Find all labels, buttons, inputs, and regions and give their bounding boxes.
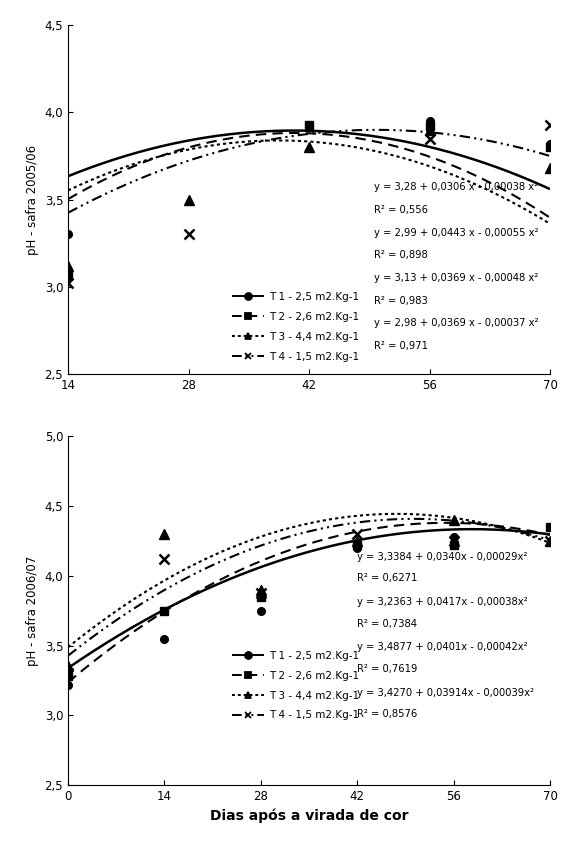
Text: R² = 0,8576: R² = 0,8576 <box>357 709 417 719</box>
Text: y = 3,28 + 0,0306 x - 0,00038 x²: y = 3,28 + 0,0306 x - 0,00038 x² <box>374 182 538 192</box>
Text: y = 3,4877 + 0,0401x - 0,00042x²: y = 3,4877 + 0,0401x - 0,00042x² <box>357 642 528 652</box>
Text: R² = 0,7619: R² = 0,7619 <box>357 664 417 674</box>
Legend: T 1 - 2,5 m2.Kg-1, T 2 - 2,6 m2.Kg-1, T 3 - 4,4 m2.Kg-1, T 4 - 1,5 m2.Kg-1: T 1 - 2,5 m2.Kg-1, T 2 - 2,6 m2.Kg-1, T … <box>232 651 359 721</box>
Text: R² = 0,7384: R² = 0,7384 <box>357 619 417 629</box>
Text: y = 2,99 + 0,0443 x - 0,00055 x²: y = 2,99 + 0,0443 x - 0,00055 x² <box>374 228 539 238</box>
Text: R² = 0,6271: R² = 0,6271 <box>357 573 417 583</box>
Text: R² = 0,556: R² = 0,556 <box>374 205 428 215</box>
X-axis label: Dias após a virada de cor: Dias após a virada de cor <box>210 809 408 823</box>
Text: y = 3,3384 + 0,0340x - 0,00029x²: y = 3,3384 + 0,0340x - 0,00029x² <box>357 552 527 562</box>
Text: R² = 0,898: R² = 0,898 <box>374 251 428 260</box>
Legend: T 1 - 2,5 m2.Kg-1, T 2 - 2,6 m2.Kg-1, T 3 - 4,4 m2.Kg-1, T 4 - 1,5 m2.Kg-1: T 1 - 2,5 m2.Kg-1, T 2 - 2,6 m2.Kg-1, T … <box>232 292 359 361</box>
Text: R² = 0,983: R² = 0,983 <box>374 295 428 306</box>
Text: y = 3,13 + 0,0369 x - 0,00048 x²: y = 3,13 + 0,0369 x - 0,00048 x² <box>374 273 538 283</box>
Text: y = 3,4270 + 0,03914x - 0,00039x²: y = 3,4270 + 0,03914x - 0,00039x² <box>357 688 534 698</box>
Text: y = 3,2363 + 0,0417x - 0,00038x²: y = 3,2363 + 0,0417x - 0,00038x² <box>357 597 528 607</box>
Text: R² = 0,971: R² = 0,971 <box>374 341 428 351</box>
Y-axis label: pH - safra 2006/07: pH - safra 2006/07 <box>26 555 39 666</box>
Text: y = 2,98 + 0,0369 x - 0,00037 x²: y = 2,98 + 0,0369 x - 0,00037 x² <box>374 318 539 328</box>
Y-axis label: pH - safra 2005/06: pH - safra 2005/06 <box>26 144 39 255</box>
